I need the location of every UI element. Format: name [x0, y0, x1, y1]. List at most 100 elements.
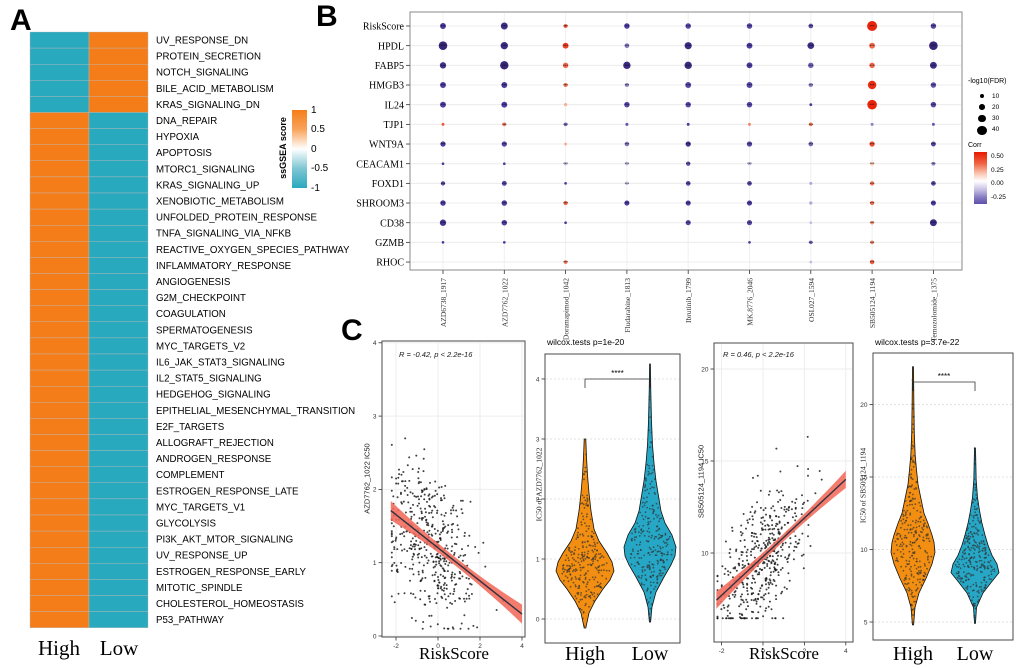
corr-legend-tick: 0.50	[991, 153, 1004, 160]
riskscore-azd7762-scatter: -2 0 2 4 0 1 2 3 4	[373, 340, 526, 650]
heatmap-cell	[88, 466, 149, 484]
corr-dot	[500, 41, 508, 50]
heatmap-row-label: ESTROGEN_RESPONSE_EARLY	[156, 567, 307, 578]
significance-mark: ***	[563, 201, 568, 206]
heatmap-cell	[88, 498, 149, 516]
corr-dot	[624, 200, 630, 206]
significance-mark: ***	[870, 102, 875, 107]
significance-mark: ***	[747, 181, 752, 186]
significance-mark: ***	[931, 102, 936, 107]
corr-dot	[809, 181, 813, 185]
size-legend-label: 40	[992, 126, 1000, 133]
heatmap-cell	[29, 47, 90, 65]
svg-text:20: 20	[860, 402, 868, 409]
significance-mark: ***	[563, 260, 568, 265]
dotplot-gene-label: HMGB3	[369, 81, 404, 92]
heatmap-row-label: ALLOGRAFT_REJECTION	[156, 438, 274, 449]
significance-mark: ***	[870, 240, 875, 245]
ssgsea-legend-gradient	[292, 110, 307, 188]
corr-dot	[807, 42, 815, 50]
heatmap-row-label: P53_PATHWAY	[156, 615, 225, 626]
corr-dot	[869, 141, 875, 147]
heatmap-cell	[29, 595, 90, 612]
dotplot-gene-label: RiskScore	[363, 22, 405, 33]
significance-mark: ***	[502, 83, 507, 88]
corr-dot	[501, 200, 508, 206]
significance-mark: ***	[563, 83, 568, 88]
corr-dot	[438, 41, 448, 50]
azd7762-violin: 0 1 2 3 4 ****	[536, 353, 681, 644]
significance-mark: ***	[686, 181, 691, 186]
corr-dot	[808, 82, 813, 88]
heatmap-cell	[88, 47, 149, 65]
heatmap-cell	[29, 289, 90, 306]
corr-dot	[502, 162, 506, 165]
violin-points	[561, 453, 611, 627]
significance-mark: ***	[931, 181, 936, 186]
ssgsea-heatmap: UV_RESPONSE_DN PROTEIN_SECRETION NOTCH_SIG…	[29, 31, 355, 628]
significance-mark: ***	[870, 161, 875, 166]
heatmap-cell	[29, 579, 90, 596]
dotplot-dots: *** *** *** *** *** *** *** *** *** *** *** *** *** *…	[438, 20, 938, 265]
heatmap-cell	[29, 353, 90, 371]
corr-dot	[439, 219, 447, 226]
heatmap-cell	[88, 434, 149, 451]
heatmap-cell	[29, 112, 90, 129]
heatmap-row-label: E2F_TARGETS	[156, 422, 225, 433]
significance-mark: ***	[870, 43, 875, 48]
significance-mark: ***	[686, 43, 691, 48]
corr-dot	[564, 182, 567, 185]
significance-mark: ***	[625, 142, 630, 147]
svg-text:1: 1	[373, 560, 377, 567]
corr-dot	[625, 161, 629, 166]
violin2-ylabel: IC50 of SB505124_1194	[858, 447, 868, 524]
corr-dot	[746, 141, 753, 147]
significance-mark: ***	[625, 83, 630, 88]
svg-text:0: 0	[436, 643, 440, 650]
corr-dot	[748, 241, 751, 244]
corr-dot	[501, 82, 508, 88]
significance-mark: ***	[441, 201, 446, 206]
corr-dot	[746, 23, 753, 29]
corr-legend-tick: -0.25	[991, 193, 1006, 201]
violin1-group-high: High	[565, 643, 605, 665]
size-legend-label: 10	[992, 92, 1000, 100]
heatmap-cell	[29, 386, 90, 403]
violin1-ylabel: IC50 of AZD7762_1022	[534, 447, 544, 522]
size-legend-dot	[978, 114, 986, 123]
corr-dot	[930, 23, 937, 29]
heatmap-cell	[29, 257, 90, 274]
heatmap-row-label: HEDGEHOG_SIGNALING	[156, 390, 271, 401]
heatmap-cell	[88, 112, 149, 129]
significance-mark: ***	[808, 240, 813, 245]
heatmap-cell	[88, 192, 149, 210]
significance-mark: ***	[563, 161, 568, 166]
heatmap-row-label: KRAS_SIGNALING_UP	[156, 180, 259, 191]
significance-bracket	[912, 381, 976, 391]
corr-dot	[624, 82, 629, 88]
heatmap-cell	[88, 224, 149, 242]
heatmap-cell	[29, 547, 90, 564]
heatmap-cell	[88, 128, 149, 145]
heatmap-cell	[88, 257, 149, 274]
corr-dot	[869, 200, 875, 206]
heatmap-cell	[29, 321, 90, 339]
corr-dot	[685, 23, 691, 29]
significance-mark: ***	[625, 24, 630, 29]
dotplot-gene-label: GZMB	[375, 238, 404, 249]
corr-dot	[564, 142, 568, 146]
corr-dot	[440, 141, 446, 147]
corr-dot	[747, 161, 752, 166]
significance-mark: ***	[747, 142, 752, 147]
heatmap-row-label: UV_RESPONSE_DN	[156, 35, 248, 46]
svg-text:4: 4	[520, 643, 524, 650]
heatmap-row-label: GLYCOLYSIS	[156, 518, 216, 529]
heatmap-cell	[29, 96, 90, 113]
violin-shape	[623, 363, 677, 623]
corr-dot	[870, 220, 874, 225]
heatmap-cell	[29, 80, 90, 97]
heatmap-row-label: EPITHELIAL_MESENCHYMAL_TRANSITION	[156, 406, 355, 417]
dotplot-gene-label: SHROOM3	[356, 199, 404, 210]
significance-mark: ***	[441, 142, 446, 147]
dotplot-drug-label: AZD7762_1022	[500, 278, 509, 327]
